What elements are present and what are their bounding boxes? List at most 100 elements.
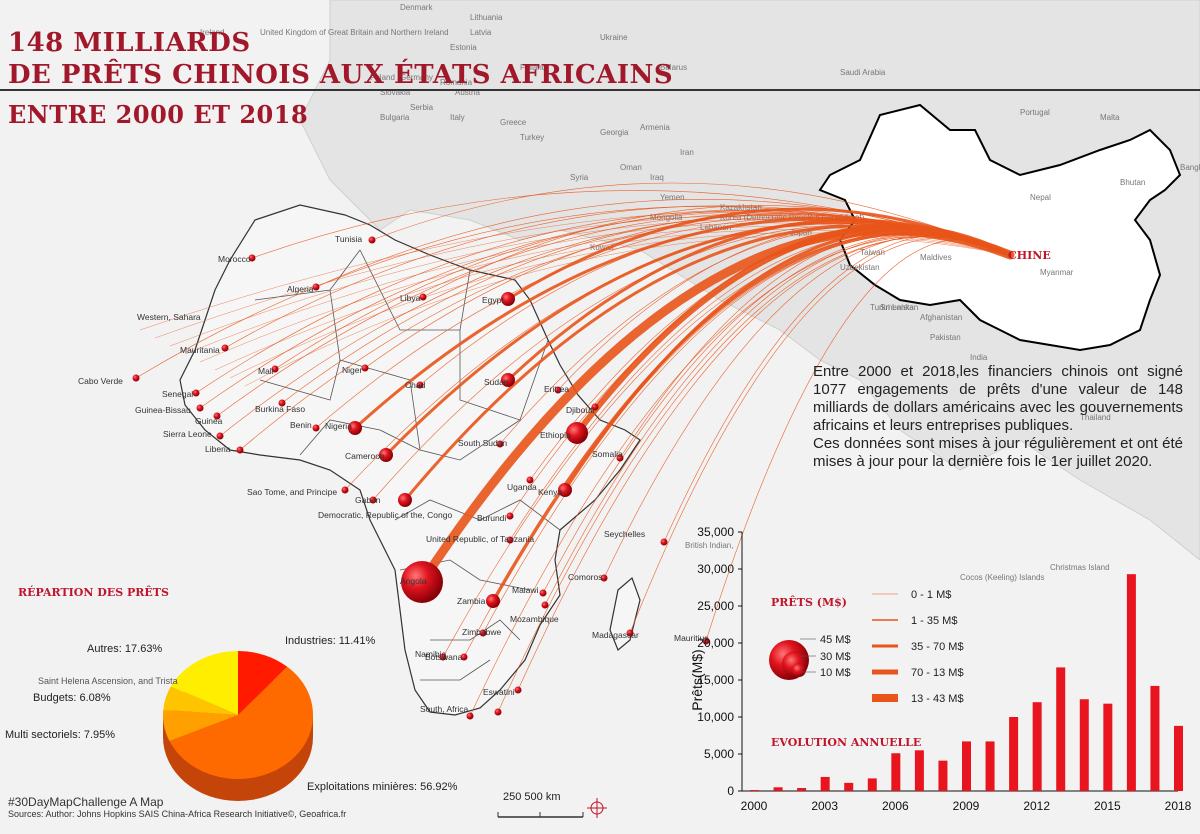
country-label: Cameroon <box>345 451 385 461</box>
bar[interactable] <box>844 782 854 791</box>
country-bubble[interactable] <box>660 538 668 546</box>
bar[interactable] <box>1150 685 1160 791</box>
country-bubble[interactable] <box>616 454 624 462</box>
country-bubble[interactable] <box>348 421 362 435</box>
legend-circle-label: 10 M$ <box>820 667 851 679</box>
country-label: Burundi <box>477 513 506 523</box>
background-place-label: Armenia <box>640 123 670 132</box>
country-bubble[interactable] <box>192 389 200 397</box>
bar[interactable] <box>797 788 807 791</box>
country-bubble[interactable] <box>494 708 502 716</box>
country-bubble[interactable] <box>312 424 320 432</box>
background-place-label: Saudi Arabia <box>840 68 886 77</box>
bar[interactable] <box>867 778 877 791</box>
background-place-label: Mongolia <box>650 213 683 222</box>
country-label: Benin <box>290 420 312 430</box>
bar[interactable] <box>750 790 759 791</box>
bar[interactable] <box>1009 717 1019 791</box>
bar[interactable] <box>1126 574 1136 791</box>
country-bubble[interactable] <box>600 574 608 582</box>
bar[interactable] <box>1174 725 1183 791</box>
country-bubble[interactable] <box>479 629 487 637</box>
flow-line <box>229 232 1011 379</box>
bar[interactable] <box>1056 667 1066 791</box>
country-bubble[interactable] <box>312 283 320 291</box>
bar[interactable] <box>914 750 924 791</box>
country-bubble[interactable] <box>554 386 562 394</box>
country-bubble[interactable] <box>401 561 443 603</box>
country-bubble[interactable] <box>419 293 427 301</box>
country-bubble[interactable] <box>248 254 256 262</box>
country-bubble[interactable] <box>566 422 588 444</box>
pie-label-multi: Multi sectoriels: 7.95% <box>5 729 116 741</box>
background-place-label: Italy <box>450 113 465 122</box>
country-bubble[interactable] <box>271 365 279 373</box>
country-bubble[interactable] <box>236 446 244 454</box>
country-label: Sao Tome, and Principe <box>247 487 337 497</box>
country-bubble[interactable] <box>398 493 412 507</box>
pie-slice[interactable] <box>169 666 313 779</box>
country-label: Mauritania <box>180 345 220 355</box>
country-bubble[interactable] <box>132 374 140 382</box>
country-bubble[interactable] <box>361 364 369 372</box>
country-bubble[interactable] <box>216 432 224 440</box>
country-label: Mozambique <box>510 614 559 624</box>
country-bubble[interactable] <box>439 653 447 661</box>
flow-line <box>705 239 1011 642</box>
country-bubble[interactable] <box>514 686 522 694</box>
country-bubble[interactable] <box>341 486 349 494</box>
bar[interactable] <box>1079 699 1089 791</box>
background-place-label: Maldives <box>920 253 952 262</box>
pie-slice[interactable] <box>163 709 238 742</box>
country-bubble[interactable] <box>379 448 393 462</box>
background-place-label: Turkmenistan <box>870 303 918 312</box>
bar[interactable] <box>962 741 971 791</box>
country-bubble[interactable] <box>496 440 504 448</box>
bar[interactable] <box>773 787 783 791</box>
country-bubble[interactable] <box>591 403 599 411</box>
bar[interactable] <box>985 741 995 791</box>
pie-slice[interactable] <box>170 651 238 715</box>
country-bubble[interactable] <box>486 594 500 608</box>
country-bubble[interactable] <box>539 589 547 597</box>
bar[interactable] <box>1103 703 1113 791</box>
country-bubble[interactable] <box>278 399 286 407</box>
country-label: Mauritius <box>674 633 708 643</box>
country-bubble[interactable] <box>541 601 549 609</box>
country-bubble[interactable] <box>196 404 204 412</box>
country-bubble[interactable] <box>221 344 229 352</box>
country-bubble[interactable] <box>506 512 514 520</box>
pie-slice[interactable] <box>238 651 288 715</box>
legend-line-label: 13 - 43 M$ <box>911 693 964 705</box>
country-bubble[interactable] <box>466 712 474 720</box>
country-bubble[interactable] <box>506 536 514 544</box>
country-bubble[interactable] <box>558 483 572 497</box>
country-bubble[interactable] <box>702 637 710 645</box>
background-place-label: Romania <box>440 78 473 87</box>
bar[interactable] <box>891 753 901 791</box>
challenge-tag: #30DayMapChallenge A Map <box>8 795 164 809</box>
pie-slice[interactable] <box>163 686 238 715</box>
country-bubble[interactable] <box>501 292 515 306</box>
background-place-label: Portugal <box>1020 108 1050 117</box>
background-place-label: Cocos (Keeling) Islands <box>960 573 1044 582</box>
country-bubble[interactable] <box>368 236 376 244</box>
y-tick-label: 35,000 <box>697 525 734 539</box>
country-bubble[interactable] <box>526 476 534 484</box>
x-tick-label: 2015 <box>1094 799 1121 813</box>
country-bubble[interactable] <box>369 496 377 504</box>
background-place-label: Kazakhstan <box>720 203 762 212</box>
background-place-label: Bulgaria <box>380 113 410 122</box>
country-bubble[interactable] <box>460 653 468 661</box>
country-bubble[interactable] <box>416 381 424 389</box>
country-bubble[interactable] <box>501 373 515 387</box>
flow-line <box>244 235 1011 387</box>
country-label: Kenya <box>538 487 562 497</box>
bar[interactable] <box>1032 702 1042 791</box>
bar[interactable] <box>820 776 830 791</box>
pie-label-mining: Exploitations minières: 56.92% <box>307 781 458 793</box>
loan-bubbles <box>132 236 710 720</box>
bar[interactable] <box>938 760 948 791</box>
country-bubble[interactable] <box>626 629 634 637</box>
country-bubble[interactable] <box>213 412 221 420</box>
